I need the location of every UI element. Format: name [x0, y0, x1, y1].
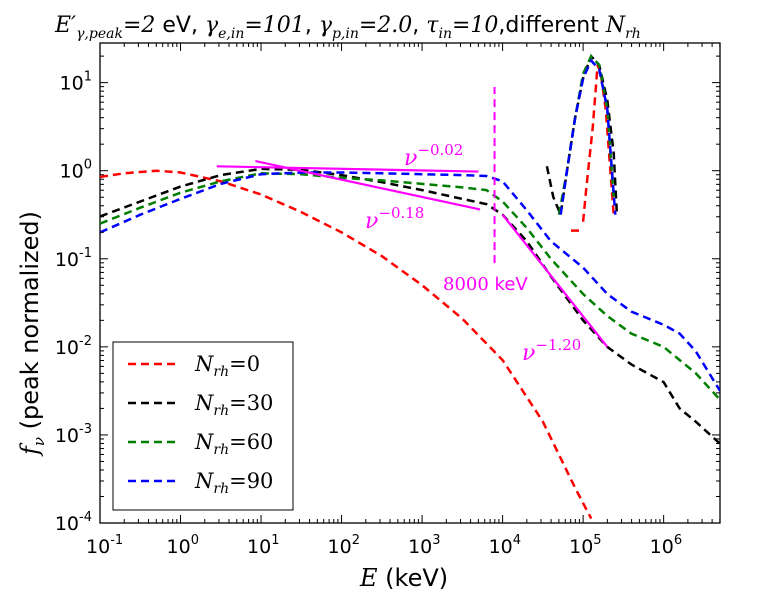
y-tick-label: 101 — [60, 70, 92, 95]
annot-nu-120: ν−1.20 — [522, 336, 581, 366]
x-ticks: 10-1 100 101 102 103 104 105 106 — [86, 43, 721, 558]
series-2-segment-0 — [100, 172, 720, 401]
annot-nu-018: ν−0.18 — [365, 204, 424, 234]
series-0-segment-0 — [100, 169, 593, 520]
legend: Nrh=0 Nrh=30 Nrh=60 Nrh=90 — [112, 341, 294, 511]
fit-lines-group — [216, 159, 609, 348]
fit-line-0 — [216, 165, 479, 173]
y-axis-title: fν (peak normalized) — [16, 211, 48, 457]
y-ticks: 10-4 10-3 10-2 10-1 100 101 — [55, 55, 720, 535]
x-tick-label: 104 — [489, 533, 521, 558]
series-3-segment-0 — [100, 171, 720, 392]
y-tick-label: 10-3 — [55, 422, 92, 447]
legend-label-1: Nrh=30 — [194, 391, 273, 419]
x-tick-label: 103 — [408, 533, 440, 558]
y-tick-label: 100 — [60, 158, 92, 183]
legend-label-3: Nrh=90 — [194, 469, 273, 497]
x-tick-label: 105 — [569, 533, 601, 558]
x-tick-label: 102 — [328, 533, 360, 558]
fit-line-2 — [501, 214, 609, 348]
x-tick-label: 106 — [650, 533, 682, 558]
x-tick-label: 101 — [247, 533, 279, 558]
legend-label-0: Nrh=0 — [194, 352, 260, 380]
x-tick-label: 100 — [167, 533, 199, 558]
series-1-segment-0 — [100, 167, 720, 445]
fit-line-1 — [255, 159, 481, 211]
y-tick-label: 10-2 — [55, 334, 92, 359]
x-tick-label: 10-1 — [86, 533, 123, 558]
annot-nu-002: ν−0.02 — [404, 141, 463, 171]
x-axis-title: E (keV) — [359, 564, 448, 592]
annot-8000kev: 8000 keV — [443, 274, 528, 295]
y-tick-label: 10-4 — [55, 510, 92, 535]
series-3-segment-1 — [559, 58, 617, 215]
series-1-segment-1 — [545, 53, 619, 220]
series-group — [100, 53, 720, 520]
y-tick-label: 10-1 — [55, 246, 92, 271]
legend-label-2: Nrh=60 — [194, 430, 273, 458]
chart-title: E′γ,peak=2 eV, γe,in=101, γp,in=2.0, τin… — [54, 13, 641, 42]
